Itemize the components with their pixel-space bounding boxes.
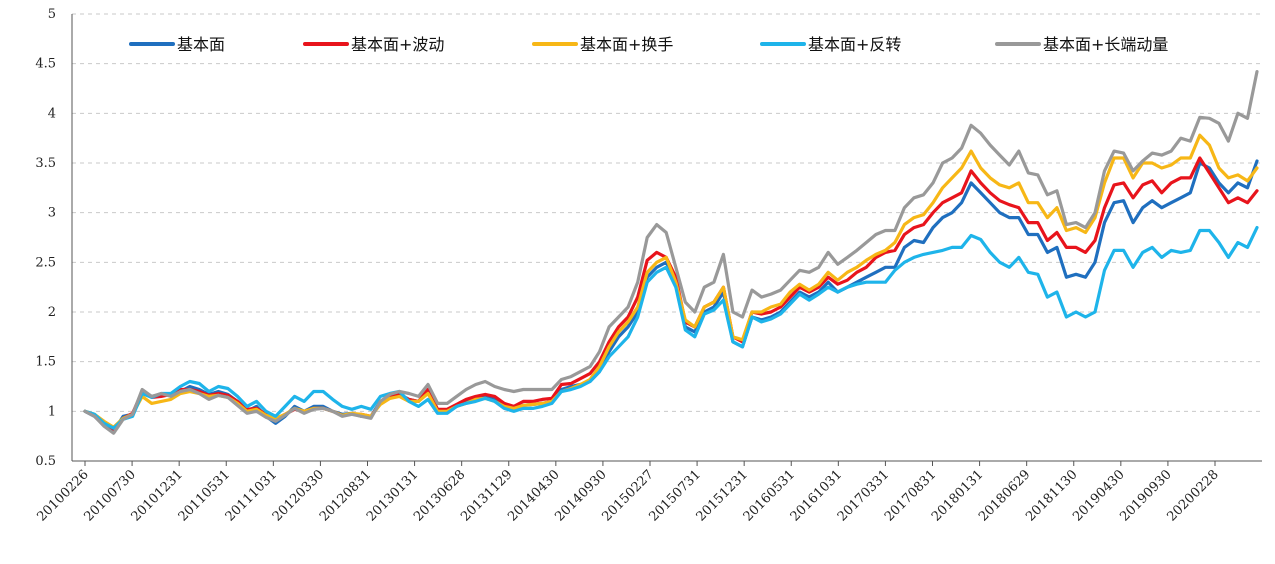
y-axis: 0.5 1 1.5 2 2.5 3 3.5 4 4.5 5 — [35, 7, 73, 469]
y-tick-label: 0.5 — [35, 454, 56, 469]
x-axis: 2010022620100730201012312011053120111031… — [34, 460, 1262, 525]
legend-label-5: 基本面+长端动量 — [1043, 35, 1168, 54]
y-tick-label: 2 — [48, 305, 56, 320]
series-line-5 — [83, 69, 1259, 435]
legend: 基本面 基本面+波动 基本面+换手 基本面+反转 基本面+长端动量 — [129, 35, 1168, 54]
grid-lines — [72, 13, 1262, 412]
y-tick-label: 3 — [48, 206, 56, 221]
legend-label-1: 基本面 — [177, 35, 225, 54]
series-line-3 — [83, 133, 1259, 429]
y-tick-label: 4.5 — [35, 57, 56, 72]
y-tick-label: 4 — [48, 106, 56, 121]
y-tick-label: 5 — [48, 7, 56, 22]
series-line-1 — [83, 159, 1259, 433]
x-tick-label: 20200228 — [1164, 467, 1221, 524]
y-tick-label: 1 — [48, 404, 56, 419]
y-tick-label: 2.5 — [35, 255, 56, 270]
series-line-2 — [83, 156, 1259, 431]
legend-label-3: 基本面+换手 — [580, 35, 673, 54]
series-lines — [83, 69, 1259, 435]
legend-label-4: 基本面+反转 — [808, 35, 901, 54]
y-tick-label: 1.5 — [35, 355, 56, 370]
series-line-4 — [83, 226, 1259, 430]
y-tick-label: 3.5 — [35, 156, 56, 171]
legend-label-2: 基本面+波动 — [351, 35, 444, 54]
